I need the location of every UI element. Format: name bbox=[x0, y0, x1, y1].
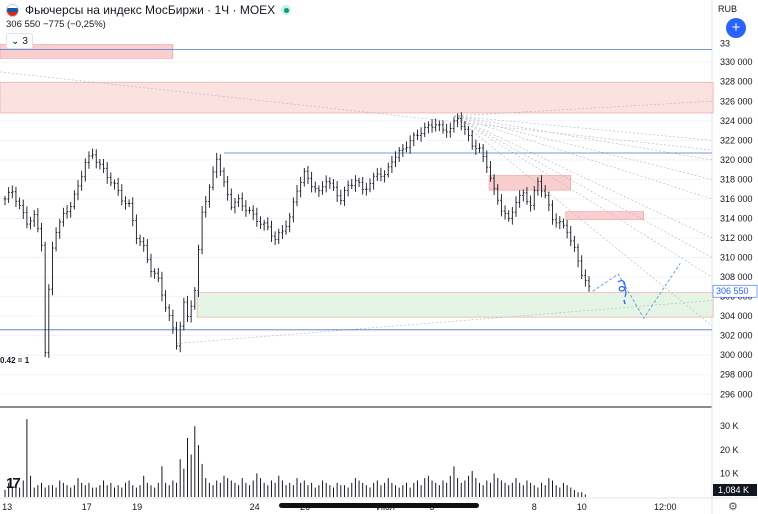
zone-rect bbox=[565, 211, 645, 220]
fan-line bbox=[453, 115, 713, 327]
last-price-badge bbox=[712, 284, 758, 298]
zone-rect bbox=[0, 82, 714, 114]
symbol-title[interactable]: Фьючерсы на индекс МосБиржи · 1Ч · MOEX bbox=[25, 3, 276, 17]
price-tick-label: 304 000 bbox=[720, 311, 753, 321]
fib-level-label: 0.42 = 1 bbox=[0, 356, 30, 365]
price-tick-label: 322 000 bbox=[720, 135, 753, 145]
price-tick-label: 298 000 bbox=[720, 370, 753, 380]
price-tick-label: 320 000 bbox=[720, 155, 753, 165]
chart-header: Фьючерсы на индекс МосБиржи · 1Ч · MOEX bbox=[6, 3, 292, 17]
fan-line bbox=[453, 115, 713, 180]
drawing-mark bbox=[617, 279, 627, 298]
time-tick-label: 10 bbox=[577, 502, 587, 512]
fan-line bbox=[453, 115, 713, 141]
quote-line: 306 550 −775 (−0,25%) bbox=[6, 19, 106, 30]
market-open-icon bbox=[281, 5, 292, 15]
price-tick-label: 328 000 bbox=[720, 77, 753, 87]
chevron-down-icon: ⌄ bbox=[11, 35, 20, 47]
fan-line bbox=[453, 115, 713, 278]
fan-line bbox=[453, 115, 713, 239]
volume-tick-label: 20 K bbox=[720, 445, 739, 455]
price-tick-label: 310 000 bbox=[720, 253, 753, 263]
last-volume-badge bbox=[713, 484, 757, 496]
indicators-toggle[interactable]: ⌄ 3 bbox=[6, 33, 33, 49]
fan-line bbox=[453, 115, 713, 258]
last-price: 306 550 bbox=[6, 19, 41, 30]
fan-line bbox=[453, 115, 713, 200]
price-tick-label: 324 000 bbox=[720, 116, 753, 126]
fan-line bbox=[176, 300, 713, 344]
price-tick-label-partial: 33 bbox=[720, 39, 730, 49]
home-indicator bbox=[279, 503, 479, 508]
price-tick-label: 308 000 bbox=[720, 272, 753, 282]
time-tick-label: 24 bbox=[250, 502, 260, 512]
time-tick-label: 19 bbox=[132, 502, 142, 512]
price-tick-label: 312 000 bbox=[720, 233, 753, 243]
price-tick-label: 318 000 bbox=[720, 174, 753, 184]
last-price-label: 306 550 bbox=[716, 286, 749, 296]
price-tick-label: 316 000 bbox=[720, 194, 753, 204]
price-tick-label: 300 000 bbox=[720, 350, 753, 360]
projection-path bbox=[592, 263, 681, 319]
price-change: −775 (−0,25%) bbox=[42, 19, 106, 30]
indicators-count: 3 bbox=[22, 35, 28, 47]
volume-tick-label: 30 K bbox=[720, 421, 739, 431]
time-tick-label: 8 bbox=[532, 502, 537, 512]
last-volume-label: 1,084 K bbox=[718, 485, 749, 495]
gear-icon[interactable]: ⚙ bbox=[728, 501, 738, 513]
time-tick-label: 13 bbox=[2, 502, 12, 512]
price-tick-label: 314 000 bbox=[720, 213, 753, 223]
tradingview-logo-icon[interactable]: 17 bbox=[6, 475, 21, 492]
currency-selector[interactable]: RUB bbox=[718, 4, 738, 14]
drawing-mark bbox=[623, 299, 626, 305]
zone-rect bbox=[0, 44, 174, 59]
fan-line bbox=[453, 100, 713, 117]
fan-line bbox=[0, 71, 713, 151]
add-plus-icon[interactable]: + bbox=[726, 18, 746, 38]
time-tick-label: 12:00 bbox=[654, 502, 677, 512]
zone-rect bbox=[196, 292, 714, 318]
time-tick-label: 17 bbox=[82, 502, 92, 512]
price-tick-label: 296 000 bbox=[720, 389, 753, 399]
price-tick-label: 326 000 bbox=[720, 96, 753, 106]
zone-rect bbox=[488, 175, 572, 191]
russia-flag-icon bbox=[6, 3, 19, 17]
volume-tick-label: 10 K bbox=[720, 468, 739, 478]
price-tick-label: 330 000 bbox=[720, 57, 753, 67]
price-scale-bg bbox=[712, 0, 758, 514]
price-tick-label: 302 000 bbox=[720, 331, 753, 341]
